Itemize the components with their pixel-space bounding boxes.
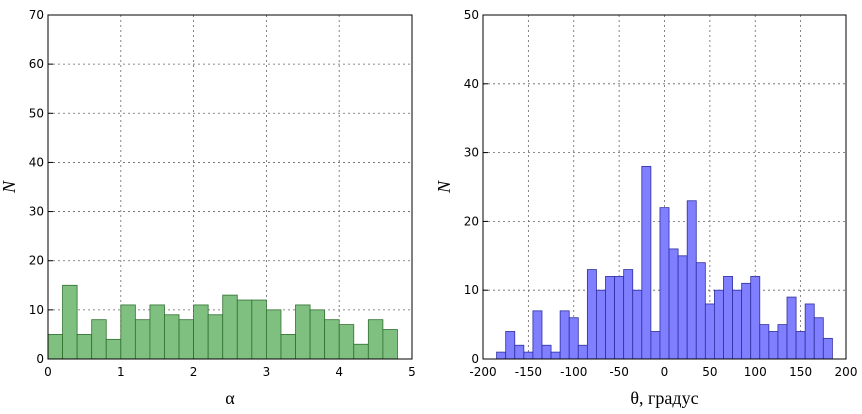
bar — [586, 269, 597, 360]
bar — [338, 324, 355, 360]
bar — [178, 319, 194, 360]
y-tick-label: 40 — [464, 77, 479, 91]
y-tick-label: 10 — [29, 303, 44, 317]
y-tick-label: 50 — [29, 106, 44, 120]
bar — [251, 299, 267, 360]
x-tick-label: -50 — [609, 365, 629, 379]
bar — [686, 200, 697, 360]
bar — [76, 334, 93, 360]
x-tick-label: -150 — [515, 365, 542, 379]
y-tick-label: 0 — [36, 352, 44, 366]
x-axis-label: θ, градус — [630, 388, 698, 408]
bar — [795, 331, 806, 360]
axes-frame — [482, 14, 847, 360]
x-tick-label: 4 — [335, 365, 343, 379]
y-tick-label: 50 — [464, 8, 479, 22]
bar — [704, 303, 715, 360]
y-tick-label: 0 — [471, 352, 479, 366]
y-tick-label: 40 — [29, 155, 44, 169]
bar — [193, 304, 209, 360]
y-tick-label: 30 — [464, 146, 479, 160]
x-tick-label: -100 — [560, 365, 587, 379]
bar — [632, 289, 643, 360]
x-tick-label: 150 — [789, 365, 812, 379]
bar — [236, 299, 253, 360]
y-axis-label: N — [434, 180, 454, 194]
bar — [382, 329, 398, 360]
y-axis-label: N — [0, 180, 19, 194]
bar — [134, 319, 151, 360]
bar — [659, 207, 670, 360]
bar — [623, 269, 634, 360]
bar — [207, 314, 224, 360]
x-tick-label: 2 — [190, 365, 198, 379]
x-tick-label: -200 — [469, 365, 496, 379]
x-tick-label: 5 — [408, 365, 416, 379]
bar — [222, 294, 238, 360]
bar — [605, 276, 615, 360]
y-tick-label: 10 — [464, 283, 479, 297]
bar — [280, 334, 296, 360]
x-tick-label: 0 — [661, 365, 669, 379]
bar — [265, 309, 282, 360]
bar — [164, 314, 180, 360]
bar — [550, 351, 561, 360]
y-tick-label: 20 — [29, 254, 44, 268]
bar — [741, 282, 752, 360]
bar — [614, 276, 625, 360]
bar — [559, 310, 570, 360]
bar — [596, 289, 606, 360]
y-tick-label: 20 — [464, 214, 479, 228]
bar — [714, 289, 724, 360]
x-tick-label: 3 — [263, 365, 271, 379]
bar — [532, 310, 543, 360]
x-tick-label: 50 — [702, 365, 717, 379]
bar — [324, 319, 340, 360]
axes-frame — [47, 14, 413, 360]
bar — [732, 289, 743, 360]
bar — [668, 248, 679, 360]
y-tick-label: 60 — [29, 57, 44, 71]
bar — [105, 338, 122, 360]
x-tick-label: 200 — [835, 365, 858, 379]
bar — [759, 324, 770, 360]
x-tick-label: 0 — [44, 365, 52, 379]
bar — [568, 317, 579, 360]
x-tick-label: 100 — [744, 365, 767, 379]
bar — [91, 319, 107, 360]
bar — [650, 331, 661, 360]
bar — [723, 276, 733, 360]
bar — [541, 344, 552, 360]
bar — [120, 304, 136, 360]
bar — [496, 351, 507, 360]
bar — [777, 324, 788, 360]
bar — [353, 343, 369, 360]
bar — [505, 331, 516, 360]
bar — [577, 344, 588, 360]
y-tick-label: 30 — [29, 205, 44, 219]
bar — [514, 344, 525, 360]
bar — [804, 303, 815, 360]
bar — [62, 284, 78, 360]
bar — [786, 296, 797, 360]
bar — [750, 276, 761, 360]
bar — [695, 262, 706, 360]
x-axis-label: α — [225, 388, 235, 408]
bar — [523, 351, 534, 360]
y-tick-label: 70 — [29, 8, 44, 22]
bar — [309, 309, 326, 360]
bar — [149, 304, 165, 360]
bar — [822, 337, 833, 360]
bar — [367, 319, 384, 360]
x-tick-label: 1 — [117, 365, 125, 379]
bar — [641, 165, 652, 360]
bar — [295, 304, 311, 360]
bar — [813, 317, 824, 360]
bar — [677, 255, 688, 360]
bar — [768, 331, 779, 360]
bar — [47, 334, 63, 360]
